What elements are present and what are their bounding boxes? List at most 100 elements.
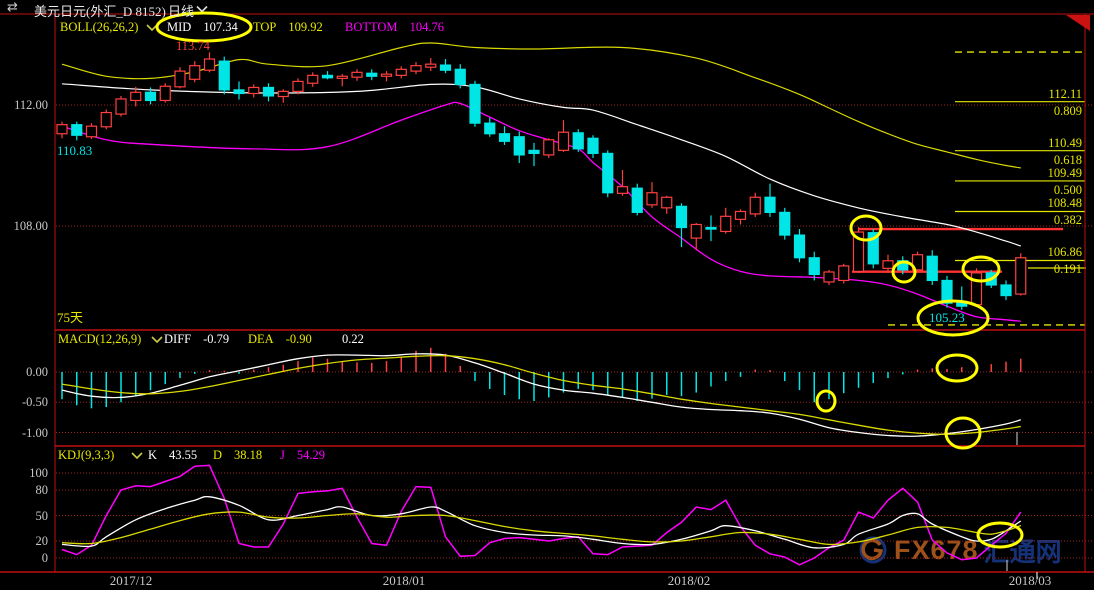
candle[interactable] — [956, 286, 968, 310]
candle[interactable] — [882, 254, 894, 273]
candle-body — [262, 86, 275, 97]
candle[interactable] — [675, 203, 688, 248]
candle[interactable] — [203, 52, 216, 73]
candle[interactable] — [262, 83, 275, 102]
candle[interactable] — [779, 207, 791, 240]
candle[interactable] — [838, 263, 850, 284]
candle[interactable] — [336, 74, 348, 87]
candle[interactable] — [764, 183, 776, 217]
candle[interactable] — [661, 195, 673, 214]
candle[interactable] — [130, 86, 142, 107]
candle[interactable] — [233, 81, 245, 100]
candle[interactable] — [587, 135, 599, 158]
candle[interactable] — [425, 58, 437, 72]
candle[interactable] — [646, 182, 658, 208]
candle-body — [351, 71, 363, 78]
boll-mid-line — [61, 83, 1021, 247]
candle[interactable] — [366, 69, 378, 81]
fib-ratio-label: 0.191 — [1053, 262, 1082, 277]
candle[interactable] — [248, 84, 260, 98]
candle[interactable] — [734, 209, 747, 225]
candle[interactable] — [926, 250, 938, 285]
candle[interactable] — [115, 95, 127, 117]
period-selector[interactable]: 日线 — [168, 4, 195, 19]
candle[interactable] — [557, 120, 570, 152]
candle-body — [675, 205, 688, 229]
symbol-title[interactable]: 美元日元(外汇_D 8152) — [34, 4, 166, 19]
macd-dropdown-chevron-icon[interactable] — [151, 336, 163, 344]
candle[interactable] — [572, 129, 584, 152]
candle[interactable] — [410, 62, 422, 75]
candle[interactable] — [823, 269, 835, 285]
candle[interactable] — [749, 192, 761, 217]
candle[interactable] — [144, 87, 157, 105]
candle[interactable] — [602, 150, 614, 198]
annotation-ellipse — [976, 521, 1024, 549]
annotation-ellipse — [961, 255, 1001, 283]
candle[interactable] — [867, 229, 879, 269]
fib-ratio-label: 0.618 — [1053, 152, 1082, 167]
candle[interactable] — [705, 215, 717, 242]
candle-body — [130, 91, 142, 102]
boll-indicator-label[interactable]: BOLL(26,26,2) — [60, 20, 139, 34]
candle[interactable] — [543, 138, 555, 158]
candle[interactable] — [159, 83, 171, 103]
candle-body — [970, 272, 983, 306]
candle[interactable] — [631, 183, 643, 216]
fib-ratio-label: 0.809 — [1053, 103, 1082, 118]
candle-body — [631, 187, 643, 213]
candle[interactable] — [720, 207, 732, 234]
candle-body — [572, 132, 584, 150]
candle-body — [115, 98, 127, 115]
candle[interactable] — [56, 121, 68, 139]
candle[interactable] — [218, 56, 230, 95]
annotation-ellipse — [935, 353, 979, 383]
candle[interactable] — [911, 251, 924, 272]
candle[interactable] — [1000, 280, 1012, 301]
period-dropdown-chevron-icon[interactable] — [196, 5, 208, 13]
kdj-indicator-label[interactable]: KDJ(9,3,3) — [58, 448, 115, 462]
candle[interactable] — [498, 126, 511, 145]
candle-body — [144, 91, 157, 102]
candle[interactable] — [1015, 253, 1027, 296]
candle[interactable] — [351, 69, 363, 81]
candle[interactable] — [292, 78, 304, 95]
candle[interactable] — [469, 80, 481, 127]
candle[interactable] — [513, 131, 525, 164]
boll-bottom-line — [61, 101, 1021, 322]
candle[interactable] — [100, 109, 112, 130]
candle[interactable] — [71, 121, 83, 141]
candle[interactable] — [439, 59, 452, 74]
candle[interactable] — [380, 71, 393, 82]
macd-indicator-label[interactable]: MACD(12,26,9) — [58, 332, 142, 346]
macd-axis-tick: 0.00 — [26, 365, 48, 379]
candle[interactable] — [395, 66, 407, 79]
candle[interactable] — [277, 89, 289, 103]
candle[interactable] — [174, 67, 186, 89]
candle[interactable] — [85, 123, 98, 139]
candle-body — [71, 124, 83, 136]
candle[interactable] — [528, 142, 540, 167]
candle-body — [380, 73, 393, 77]
date-axis-label: 2018/01 — [382, 573, 426, 588]
candle[interactable] — [321, 71, 334, 80]
candle[interactable] — [616, 170, 629, 196]
candle[interactable] — [690, 222, 702, 251]
candle[interactable] — [484, 117, 496, 137]
boll-dropdown-chevron-icon[interactable] — [146, 24, 158, 32]
candle[interactable] — [189, 61, 201, 83]
annotation-ellipse — [155, 11, 253, 43]
boll-top-line — [61, 42, 1021, 169]
candle-body — [779, 211, 791, 236]
candle-body — [808, 257, 820, 276]
candle[interactable] — [852, 226, 865, 273]
candle[interactable] — [970, 268, 983, 307]
candle[interactable] — [307, 72, 319, 87]
candle[interactable] — [808, 251, 820, 281]
kdj-dropdown-chevron-icon[interactable] — [131, 452, 143, 460]
candle[interactable] — [454, 64, 466, 89]
candle-body — [513, 136, 525, 156]
candle[interactable] — [793, 229, 806, 263]
